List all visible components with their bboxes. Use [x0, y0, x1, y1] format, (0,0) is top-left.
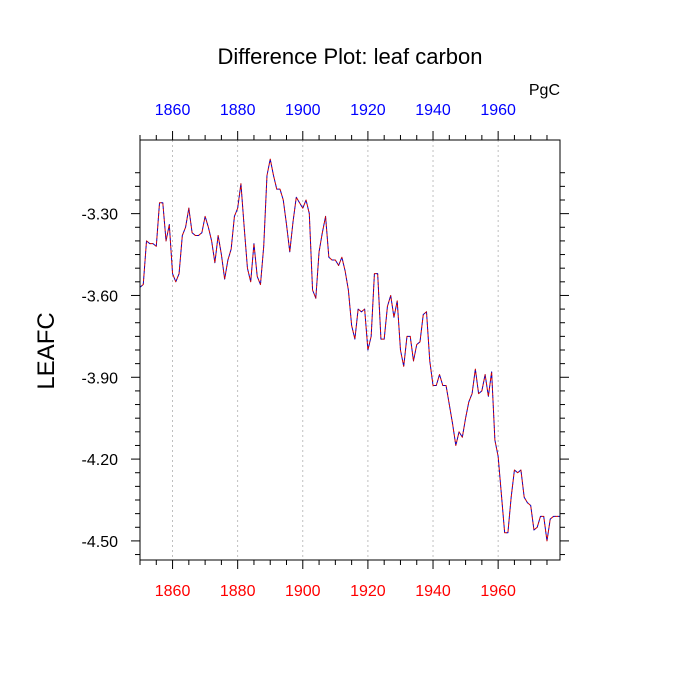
x-tick-label-bottom: 1860	[155, 583, 191, 600]
series-line-series-a	[139, 158, 560, 542]
chart-title: Difference Plot: leaf carbon	[218, 44, 483, 69]
axis-ticks	[131, 131, 569, 569]
y-tick-label: -3.30	[82, 207, 119, 224]
x-tick-label-bottom: 1880	[220, 583, 256, 600]
tick-labels: 1860 1860 1880 1880 1900 1900 1920 1920 1940 1940…	[82, 102, 517, 600]
x-tick-label-bottom: 1940	[415, 583, 451, 600]
x-tick-label-top: 1940	[415, 102, 451, 119]
units-label: PgC	[529, 82, 560, 99]
x-tick-label-top: 1860	[155, 102, 191, 119]
x-tick-label-bottom: 1900	[285, 583, 321, 600]
grid-lines	[172, 140, 499, 560]
series-lines	[139, 158, 560, 542]
x-tick-label-top: 1960	[480, 102, 516, 119]
x-tick-label-bottom: 1960	[480, 583, 516, 600]
x-tick-label-top: 1900	[285, 102, 321, 119]
y-tick-label: -3.90	[82, 370, 119, 387]
y-tick-label: -3.60	[82, 288, 119, 305]
y-tick-label: -4.50	[82, 534, 119, 551]
y-axis-label: LEAFC	[33, 312, 60, 389]
x-tick-label-top: 1880	[220, 102, 256, 119]
y-tick-label: -4.20	[82, 452, 119, 469]
plot-frame	[139, 139, 561, 561]
x-tick-label-top: 1920	[350, 102, 386, 119]
x-tick-label-bottom: 1920	[350, 583, 386, 600]
series-line-series-b	[139, 158, 560, 542]
